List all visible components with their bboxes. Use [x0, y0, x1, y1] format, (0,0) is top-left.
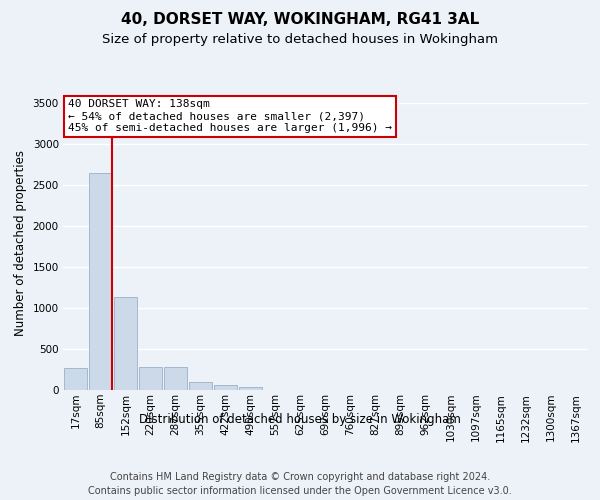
Text: Size of property relative to detached houses in Wokingham: Size of property relative to detached ho…	[102, 32, 498, 46]
Bar	[189, 382, 212, 390]
Text: Distribution of detached houses by size in Wokingham: Distribution of detached houses by size …	[139, 412, 461, 426]
Bar	[239, 386, 262, 390]
Y-axis label: Number of detached properties: Number of detached properties	[14, 150, 27, 336]
Bar	[214, 385, 237, 390]
Bar	[89, 173, 112, 390]
Bar	[64, 368, 87, 390]
Bar	[114, 296, 137, 390]
Text: 40, DORSET WAY, WOKINGHAM, RG41 3AL: 40, DORSET WAY, WOKINGHAM, RG41 3AL	[121, 12, 479, 28]
Bar	[164, 366, 187, 390]
Text: Contains HM Land Registry data © Crown copyright and database right 2024.
Contai: Contains HM Land Registry data © Crown c…	[88, 472, 512, 496]
Bar	[139, 366, 162, 390]
Text: 40 DORSET WAY: 138sqm
← 54% of detached houses are smaller (2,397)
45% of semi-d: 40 DORSET WAY: 138sqm ← 54% of detached …	[68, 100, 392, 132]
